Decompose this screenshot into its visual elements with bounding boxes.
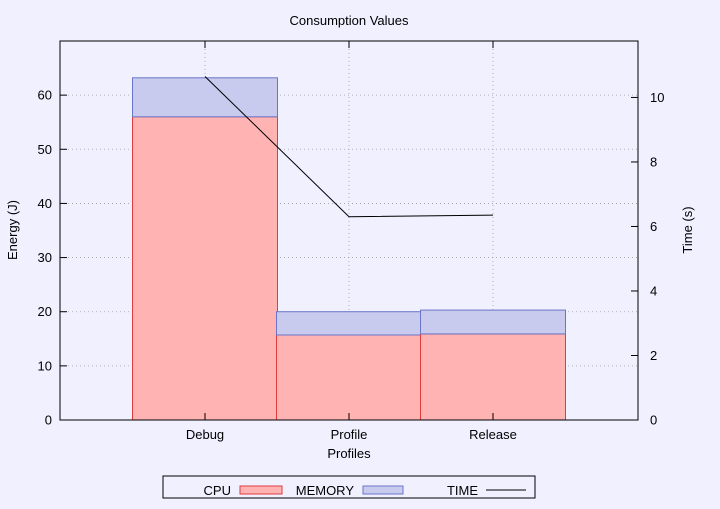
- x-tick-label: Release: [469, 427, 517, 442]
- bar-memory: [132, 77, 278, 118]
- y2-axis-label: Time (s): [680, 206, 695, 253]
- x-tick-label: Profile: [331, 427, 368, 442]
- y2-tick-label: 6: [650, 219, 657, 234]
- legend-swatch-cpu: [239, 485, 283, 495]
- bars: [132, 77, 566, 421]
- x-tick-label: Debug: [186, 427, 224, 442]
- legend: CPU MEMORY TIME: [162, 475, 536, 499]
- legend-label-time: TIME: [447, 483, 478, 498]
- y2-tick-label: 10: [650, 90, 664, 105]
- y2-tick-label: 8: [650, 154, 657, 169]
- axis-ticks: 0 10 20 30 40 50 60 0 2 4 6 8 10 Debug Profile Release: [38, 41, 664, 442]
- bar-memory: [420, 309, 566, 335]
- y-tick-label: 30: [38, 250, 52, 265]
- y2-tick-label: 2: [650, 348, 657, 363]
- y-tick-label: 60: [38, 88, 52, 103]
- legend-label-memory: MEMORY: [296, 483, 355, 498]
- y-tick-label: 20: [38, 304, 52, 319]
- line-time: [204, 76, 494, 218]
- y-tick-label: 0: [45, 413, 52, 428]
- chart-title: Consumption Values: [290, 13, 409, 28]
- x-axis-label: Profiles: [327, 446, 371, 461]
- legend-swatch-memory: [362, 485, 404, 495]
- y2-tick-label: 4: [650, 283, 657, 298]
- y-tick-label: 40: [38, 196, 52, 211]
- y-tick-label: 10: [38, 358, 52, 373]
- time-line: [204, 76, 494, 218]
- legend-frame: [162, 475, 536, 499]
- y2-tick-label: 0: [650, 413, 657, 428]
- y-tick-label: 50: [38, 142, 52, 157]
- y-axis-label: Energy (J): [5, 200, 20, 260]
- legend-label-cpu: CPU: [204, 483, 231, 498]
- bar-cpu: [420, 333, 566, 421]
- bar-cpu: [276, 334, 422, 421]
- bar-cpu: [132, 116, 278, 421]
- bar-memory: [276, 311, 422, 336]
